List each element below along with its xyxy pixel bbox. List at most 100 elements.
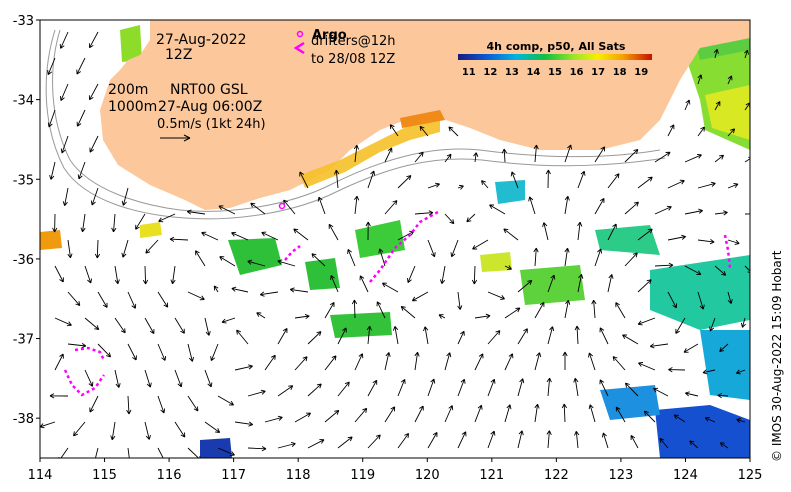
sst-patch-center-yellow (480, 252, 512, 272)
current-arrow (697, 74, 703, 85)
current-arrow (60, 83, 69, 101)
current-arrow (534, 302, 545, 319)
current-arrow (727, 239, 740, 245)
current-arrow (337, 327, 347, 345)
x-tick-label: 118 (286, 468, 311, 483)
date-label: 27-Aug-2022 (156, 32, 247, 48)
current-arrow (311, 253, 326, 267)
drifter-track-b (74, 346, 106, 361)
sst-patch-se-lightblue (600, 385, 660, 420)
y-tick-label: -37 (13, 333, 34, 348)
x-tick-label: 120 (415, 468, 440, 483)
current-arrow (67, 343, 87, 349)
current-arrow (121, 239, 129, 258)
current-arrow (97, 291, 108, 308)
current-arrow (528, 196, 536, 215)
current-arrow (95, 447, 99, 458)
current-arrow (317, 196, 326, 215)
current-arrow (307, 331, 322, 345)
current-arrow (637, 317, 656, 326)
current-arrow (52, 213, 58, 233)
current-arrow (654, 205, 672, 215)
current-arrow (423, 326, 429, 345)
current-arrow (727, 183, 739, 189)
current-arrow (653, 387, 669, 397)
current-arrow (376, 301, 386, 319)
colorbar-tick-label: 19 (634, 67, 648, 78)
current-arrow (210, 343, 219, 362)
current-arrow (637, 279, 652, 293)
current-arrow (84, 369, 94, 387)
current-arrow (76, 57, 86, 75)
current-arrow (588, 404, 596, 423)
current-arrow (438, 314, 446, 319)
current-arrow (169, 236, 189, 242)
current-arrow (547, 326, 555, 345)
current-arrow (73, 421, 86, 437)
current-arrow (277, 328, 288, 345)
current-arrow (67, 239, 73, 259)
current-arrow (49, 161, 56, 180)
current-arrow (577, 221, 583, 241)
current-arrow (213, 285, 219, 293)
current-arrow (366, 325, 372, 345)
current-arrow (481, 180, 489, 189)
drifters-to-label: to 28/08 12Z (311, 52, 395, 67)
current-arrow (384, 200, 398, 215)
colorbar-tick-label: 16 (570, 67, 584, 78)
current-arrow (714, 101, 721, 111)
current-arrow (400, 305, 416, 319)
current-arrow (127, 343, 137, 361)
current-arrow (221, 317, 236, 324)
sst-patch-se-cyan (700, 330, 750, 400)
colorbar-ticks: 11 12 13 14 15 16 17 18 19 (462, 67, 648, 78)
current-arrow (702, 369, 716, 375)
current-arrow (714, 210, 728, 216)
current-arrow (294, 313, 310, 320)
current-arrow (736, 418, 746, 424)
colorbar-tick-label: 11 (462, 67, 476, 78)
current-arrow (80, 213, 86, 233)
current-arrow (607, 173, 620, 189)
argo-legend-icon (296, 30, 304, 38)
current-arrow (487, 430, 496, 449)
current-arrow (612, 356, 626, 371)
current-arrow (534, 352, 542, 371)
current-arrow (88, 83, 99, 101)
current-arrow (219, 256, 236, 267)
x-tick-label: 123 (608, 468, 633, 483)
altimetry-time: 27-Aug 06:00Z (158, 99, 262, 115)
current-arrow (289, 287, 309, 293)
current-arrow (546, 377, 552, 397)
current-arrow (504, 307, 521, 319)
current-arrow (487, 330, 501, 345)
current-arrow (637, 228, 653, 241)
current-arrow (667, 291, 677, 309)
current-arrow (517, 279, 533, 293)
current-arrow (114, 369, 121, 388)
current-arrow (59, 31, 69, 49)
x-tick-label: 121 (479, 468, 504, 483)
contour-1000m (45, 29, 666, 220)
current-arrow (111, 213, 117, 233)
current-arrow (170, 265, 176, 285)
current-arrow (444, 352, 452, 371)
x-tick-label: 124 (673, 468, 698, 483)
y-tick-label: -35 (13, 173, 34, 188)
current-arrow (114, 317, 126, 334)
current-arrow (157, 291, 169, 308)
current-arrow (487, 378, 496, 397)
current-arrow (457, 378, 466, 397)
x-tick-label: 119 (350, 468, 375, 483)
current-arrow (564, 247, 570, 267)
current-arrow (382, 282, 399, 293)
colorbar-tick-label: 15 (548, 67, 562, 78)
current-arrow (457, 330, 465, 345)
argo-label: Argo (312, 28, 347, 43)
colorbar-tick-label: 18 (613, 67, 627, 78)
current-arrow (546, 430, 552, 449)
drifter-legend-icon (293, 41, 305, 55)
current-arrow (250, 202, 266, 215)
current-arrow (259, 291, 279, 297)
